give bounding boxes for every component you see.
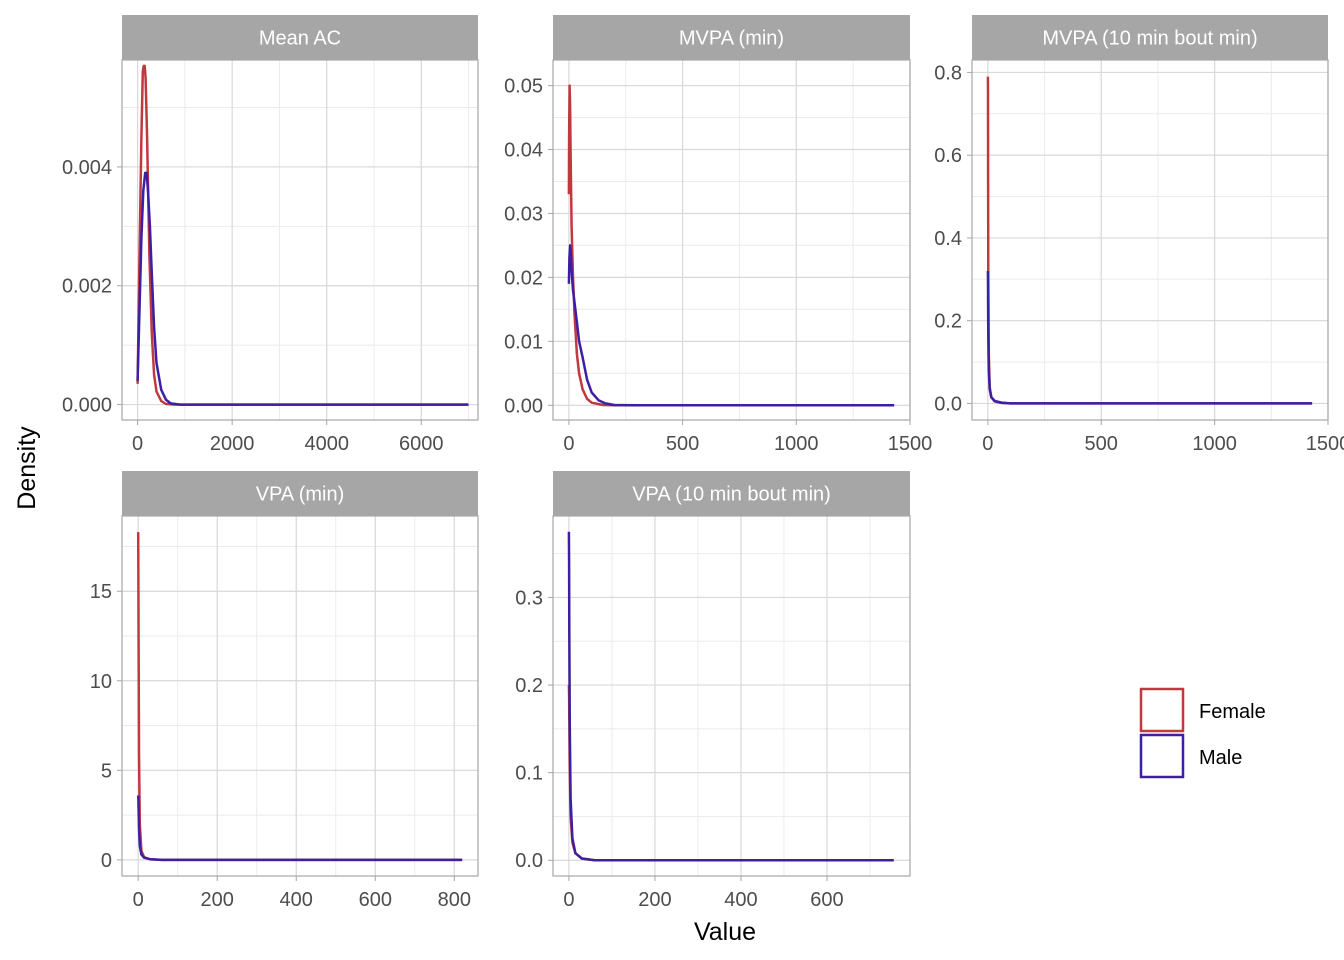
x-tick-label: 1000 xyxy=(774,433,819,455)
legend-label-female: Female xyxy=(1199,701,1266,723)
panel-border xyxy=(552,59,911,421)
y-tick-label: 0.002 xyxy=(62,276,112,298)
x-tick-label: 200 xyxy=(638,889,671,911)
facet-strip xyxy=(122,15,478,60)
y-tick-label: 0.02 xyxy=(504,267,543,289)
x-axis-label: Value xyxy=(694,918,756,946)
legend-key-female xyxy=(1139,687,1185,733)
series-line-female xyxy=(136,532,463,862)
panel-3: MVPA (10 min bout min) 0 500 1000 1500 0.0 0.2… xyxy=(934,15,1344,455)
facet-strip xyxy=(972,15,1328,60)
panel-border xyxy=(552,515,911,877)
legend: Female Male xyxy=(1139,687,1266,779)
panel-1: Mean AC 0 2000 4000 6000 0.000 0.002 0.004 xyxy=(62,15,479,455)
y-axis-label: Density xyxy=(13,426,41,510)
series-line-male xyxy=(136,171,469,406)
y-tick-label: 0.000 xyxy=(62,395,112,417)
x-tick-label: 400 xyxy=(280,889,313,911)
x-tick-label: 600 xyxy=(359,889,392,911)
panel-border xyxy=(971,59,1329,421)
x-tick-label: 0 xyxy=(132,433,143,455)
y-tick-label: 0.2 xyxy=(515,675,543,697)
x-tick-label: 1500 xyxy=(888,433,933,455)
y-tick-label: 0.04 xyxy=(504,140,543,162)
y-tick-label: 0.00 xyxy=(504,395,543,417)
facet-title: MVPA (min) xyxy=(679,28,784,50)
x-tick-label: 0 xyxy=(133,889,144,911)
legend-label-male: Male xyxy=(1199,747,1242,769)
y-tick-label: 0.6 xyxy=(934,145,962,167)
y-tick-label: 0.004 xyxy=(62,157,112,179)
x-tick-label: 2000 xyxy=(210,433,255,455)
series-line-female xyxy=(567,84,895,407)
y-tick-label: 0.4 xyxy=(934,228,962,250)
panel-4: VPA (min) 0 200 400 600 800 0 5 10 15 xyxy=(90,471,479,911)
y-tick-label: 0.0 xyxy=(934,393,962,415)
y-tick-label: 10 xyxy=(90,671,112,693)
series-line-female xyxy=(136,64,469,406)
panel-2: MVPA (min) 0 500 1000 1500 0.00 0.01 0.02 0.03 0.… xyxy=(504,15,932,455)
x-tick-label: 500 xyxy=(666,433,699,455)
x-tick-label: 0 xyxy=(563,889,574,911)
x-tick-label: 400 xyxy=(724,889,757,911)
y-tick-label: 15 xyxy=(90,581,112,603)
y-tick-label: 0.05 xyxy=(504,76,543,98)
facet-strip xyxy=(553,471,910,516)
y-tick-label: 5 xyxy=(101,760,112,782)
x-tick-label: 1000 xyxy=(1192,433,1237,455)
x-tick-label: 600 xyxy=(810,889,843,911)
y-tick-label: 0.1 xyxy=(515,763,543,785)
x-tick-label: 200 xyxy=(201,889,234,911)
x-tick-label: 800 xyxy=(438,889,471,911)
series-line-male xyxy=(567,531,894,862)
legend-key-male xyxy=(1139,733,1185,779)
y-tick-label: 0.03 xyxy=(504,203,543,225)
y-tick-label: 0.2 xyxy=(934,311,962,333)
y-tick-label: 0.3 xyxy=(515,587,543,609)
x-tick-label: 6000 xyxy=(399,433,444,455)
facet-title: MVPA (10 min bout min) xyxy=(1042,28,1257,50)
facet-panels: Mean AC0 2000 4000 60000.0000.0020.004MVPA … xyxy=(62,15,1344,911)
series-line-male xyxy=(567,244,895,407)
series-line-male xyxy=(136,795,463,862)
series-line-female xyxy=(986,76,1313,405)
x-tick-label: 0 xyxy=(982,433,993,455)
y-tick-label: 0.0 xyxy=(515,850,543,872)
facet-title: Mean AC xyxy=(259,28,341,50)
facet-strip xyxy=(553,15,910,60)
x-tick-label: 1500 xyxy=(1306,433,1344,455)
facet-strip xyxy=(122,471,478,516)
panel-border xyxy=(121,59,479,421)
facet-title: VPA (min) xyxy=(256,484,345,506)
facet-title: VPA (10 min bout min) xyxy=(632,484,831,506)
panel-5: VPA (10 min bout min) 0 200 400 600 0.0 0.1 0.2… xyxy=(515,471,911,911)
y-tick-label: 0.8 xyxy=(934,62,962,84)
x-tick-label: 500 xyxy=(1085,433,1118,455)
y-tick-label: 0 xyxy=(101,850,112,872)
x-tick-label: 4000 xyxy=(304,433,349,455)
series-line-male xyxy=(986,270,1313,405)
y-tick-label: 0.01 xyxy=(504,331,543,353)
x-tick-label: 0 xyxy=(563,433,574,455)
panel-border xyxy=(121,515,479,877)
